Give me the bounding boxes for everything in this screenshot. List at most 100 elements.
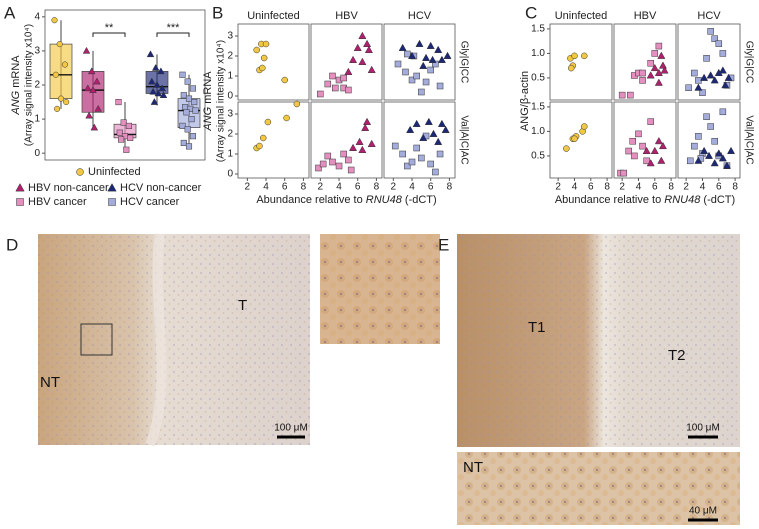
row-title: Gly|G|CC	[458, 41, 469, 83]
point	[703, 55, 710, 62]
point	[185, 143, 193, 150]
point	[719, 50, 727, 57]
point	[714, 149, 723, 157]
point	[159, 91, 168, 98]
point	[90, 123, 99, 131]
point	[85, 111, 93, 119]
y-tick-label: 3	[227, 31, 233, 42]
axis-label: ANG mRNA	[10, 55, 22, 116]
point	[183, 109, 190, 116]
axis-label: ANG mRNA	[202, 71, 214, 132]
point	[647, 59, 654, 67]
x-tick-label: 2	[318, 182, 324, 193]
point	[259, 64, 266, 72]
point	[253, 46, 260, 54]
facet-frame	[549, 101, 613, 179]
y-tick-label: 0	[227, 169, 233, 180]
x-tick-label: 8	[732, 182, 738, 193]
point	[639, 69, 646, 77]
point	[363, 39, 372, 47]
point	[367, 139, 376, 147]
significance-label: ***	[167, 22, 181, 34]
point	[618, 91, 626, 99]
point	[184, 78, 191, 85]
point	[620, 169, 628, 177]
point	[418, 88, 425, 96]
point	[293, 100, 301, 108]
point	[650, 63, 659, 72]
point	[643, 157, 650, 165]
legend-label: HCV cancer	[120, 196, 180, 208]
point	[259, 134, 267, 142]
point	[722, 161, 731, 169]
point	[718, 154, 727, 162]
point	[429, 129, 438, 137]
x-tick-label: 4	[572, 182, 578, 193]
point	[639, 77, 646, 84]
x-tick-label: 6	[355, 182, 361, 193]
point	[408, 158, 416, 166]
point	[125, 122, 132, 129]
point	[146, 50, 155, 58]
point	[408, 76, 416, 84]
point	[625, 147, 632, 155]
point	[660, 66, 669, 74]
point	[364, 45, 373, 53]
point	[432, 168, 439, 176]
point	[428, 55, 437, 63]
axis-label-part: RNU48	[664, 194, 701, 206]
point	[581, 52, 588, 60]
point	[358, 31, 367, 39]
region-label: NT	[40, 374, 60, 391]
point	[192, 107, 199, 114]
point	[148, 77, 156, 85]
facet-frame	[237, 23, 310, 101]
point	[646, 71, 655, 79]
point	[317, 90, 324, 98]
point	[707, 123, 714, 130]
y-tick-label: 3	[34, 46, 40, 57]
point	[262, 40, 270, 48]
point	[115, 98, 122, 106]
point	[422, 53, 431, 61]
x-tick-label: 2	[555, 182, 561, 193]
scale-label: 100 μM	[686, 423, 720, 434]
point	[631, 152, 638, 160]
point	[711, 137, 718, 145]
point	[56, 41, 63, 48]
point	[283, 114, 290, 122]
axis-label: Abundance relative to RNU48 (-dCT)	[555, 194, 735, 206]
point	[700, 73, 709, 81]
point	[691, 69, 698, 77]
point	[412, 119, 421, 127]
point	[84, 84, 92, 92]
point	[150, 98, 159, 105]
facet-frame	[677, 101, 741, 179]
point	[707, 28, 714, 35]
point	[118, 136, 125, 143]
axis-label-part: Abundance relative to	[555, 194, 664, 206]
column-title: HBV	[634, 10, 657, 22]
column-title: Uninfected	[555, 10, 608, 22]
point	[406, 125, 415, 133]
point	[349, 55, 358, 63]
row-title: Val|A|C|AC	[743, 115, 754, 164]
y-tick-label: 4	[34, 11, 40, 22]
facet-frame	[383, 101, 456, 179]
point	[646, 159, 655, 167]
point	[441, 125, 450, 133]
row-title: Gly|G|CC	[743, 41, 754, 83]
legend-marker	[108, 198, 116, 206]
point	[427, 66, 434, 74]
point	[650, 146, 659, 154]
legend-marker	[107, 183, 117, 192]
point	[424, 117, 433, 125]
panel-label: C	[525, 3, 537, 22]
point	[315, 164, 322, 172]
scale-label: 100 μM	[274, 423, 308, 434]
micrograph-texture	[38, 234, 310, 445]
point	[347, 166, 355, 174]
point	[581, 123, 588, 130]
point	[724, 73, 733, 81]
